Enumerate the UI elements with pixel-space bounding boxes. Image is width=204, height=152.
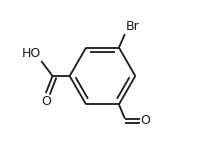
Text: O: O: [140, 114, 150, 127]
Text: O: O: [41, 95, 50, 108]
Text: HO: HO: [21, 47, 40, 60]
Text: Br: Br: [125, 20, 139, 33]
